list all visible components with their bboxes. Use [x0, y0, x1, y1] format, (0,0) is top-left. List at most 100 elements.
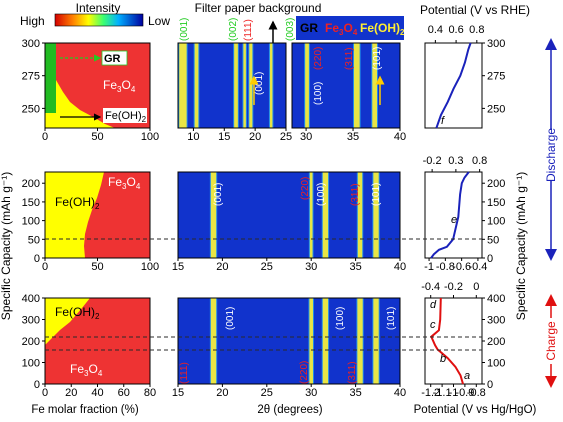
top-potential-curve-panel: f — [424, 42, 483, 129]
y-tick-label: 150 — [487, 197, 505, 209]
xrd-streak — [373, 298, 379, 384]
y-axis-label-left: Specific Capacity (mAh g⁻¹) — [0, 172, 13, 320]
x-tick-label: 0.4 — [428, 24, 443, 36]
x-tick-label: 20 — [216, 387, 228, 399]
y-tick-label: 275 — [22, 71, 40, 83]
x-tick-label: 30 — [300, 131, 312, 143]
x-tick-label: 0.3 — [448, 155, 463, 167]
y-tick-label: 250 — [22, 103, 40, 115]
x-tick-label: -0.4 — [468, 261, 487, 273]
y-tick-label: 150 — [22, 197, 40, 209]
xrd-streak — [372, 43, 377, 128]
y-tick-label: 100 — [22, 358, 40, 370]
colorbar-high-label: High — [20, 14, 45, 28]
bot-xrd-peak-111: (111) — [179, 362, 190, 384]
y-tick-label: 100 — [22, 216, 40, 228]
xrd-streak — [249, 43, 253, 128]
bot-curve-label-c: c — [430, 319, 436, 331]
top-left-gr-region — [45, 43, 56, 113]
y-tick-label: 0 — [34, 253, 40, 265]
xrd-streak — [194, 43, 199, 128]
top-xrd-peak-001-b: (001) — [254, 72, 265, 95]
x-tick-label: 10 — [187, 131, 199, 143]
x-tick-label: -1 — [424, 261, 434, 273]
y-tick-label: 200 — [22, 336, 40, 348]
x-tick-label: 100 — [141, 261, 159, 273]
charge-label: Charge — [544, 321, 558, 361]
bot-feoh2-label: Fe(OH)2 — [55, 305, 100, 321]
mid-potential-curve-panel: e — [424, 171, 483, 259]
xrd-streak — [373, 172, 379, 258]
top-gr-label: GR — [104, 53, 121, 65]
xrd-streak — [210, 298, 217, 384]
xrd-streak — [243, 43, 246, 128]
xrd-streak — [305, 43, 309, 128]
x-tick-label: 80 — [144, 387, 156, 399]
top-xrd-peak-220: (220) — [313, 47, 324, 70]
x-tick-label: 30 — [305, 261, 317, 273]
x-tick-label: 20 — [249, 131, 261, 143]
x-tick-label: -0.4 — [421, 281, 440, 293]
top-xrd-peak-311: (311) — [344, 47, 355, 70]
x-tick-label: 35 — [347, 131, 359, 143]
bot-curve-label-d: d — [430, 299, 437, 311]
xrd-streak — [357, 298, 363, 384]
bot-xrd-peak-101: (101) — [386, 307, 397, 330]
colorbar-title: Intensity — [76, 1, 121, 15]
x-tick-label: 15 — [172, 387, 184, 399]
bot-left-feoh2-region — [45, 298, 90, 345]
x-tick-label: -0.9 — [455, 387, 474, 399]
top-curve — [435, 42, 472, 129]
x-tick-label: 25 — [261, 261, 273, 273]
x-tick-label: 50 — [91, 261, 103, 273]
y-tick-label: 50 — [487, 234, 499, 246]
mid-xrd-peak-101: (101) — [371, 183, 382, 206]
x-tick-label: 50 — [91, 131, 103, 143]
xrd-streak — [269, 43, 273, 128]
x-tick-label: 25 — [280, 131, 292, 143]
bot-curve-label-b: b — [440, 353, 446, 365]
y-tick-label: 400 — [22, 293, 40, 305]
x-tick-label: 25 — [261, 387, 273, 399]
x-tick-label: 0 — [42, 387, 48, 399]
x-tick-label: 40 — [394, 261, 406, 273]
x-tick-label: -0.2 — [423, 155, 442, 167]
xrd-streak — [353, 43, 360, 128]
x-tick-label: -1 — [449, 387, 459, 399]
mid-curve-label: e — [451, 214, 457, 226]
x-tick-label: 0.8 — [472, 155, 487, 167]
y-tick-label: 100 — [487, 216, 505, 228]
y-tick-label: 0 — [487, 253, 493, 265]
y-tick-label: 400 — [487, 293, 505, 305]
bot-curve-label-a: a — [464, 370, 470, 382]
bot-xrd-peak-001: (001) — [225, 307, 236, 330]
x-tick-label: 100 — [141, 131, 159, 143]
x-tick-label: 0.8 — [469, 24, 484, 36]
top-xrd-peak-101: (101) — [372, 47, 383, 70]
x-tick-label: 35 — [349, 261, 361, 273]
x-tick-label: -0.6 — [452, 261, 471, 273]
x-tick-label: -0.8 — [467, 387, 486, 399]
xrd-streak — [309, 298, 313, 384]
x-tick-label: -1.2 — [421, 387, 440, 399]
mid-xrd-peak-311: (311) — [350, 183, 361, 206]
x-tick-label: 15 — [172, 261, 184, 273]
y-tick-label: 50 — [28, 234, 40, 246]
x-tick-label: 40 — [394, 131, 406, 143]
mid-left-phase-panel: Fe3O4 Fe(OH)2 — [44, 171, 151, 259]
bot-xrd-panel — [177, 297, 401, 385]
x-tick-label: 20 — [65, 387, 77, 399]
top-xrd-peak-001-a: (001) — [179, 18, 190, 41]
bot-xrd-peak-220: (220) — [299, 361, 310, 384]
x-tick-label: -1.1 — [433, 387, 452, 399]
y-tick-label: 275 — [487, 71, 505, 83]
colorbar — [54, 13, 144, 27]
y-tick-label: 300 — [487, 315, 505, 327]
x-tick-label: 40 — [394, 387, 406, 399]
x-tick-label: -0.2 — [444, 281, 463, 293]
filter-paper-label: Filter paper background — [195, 1, 322, 15]
top-feoh2-label: Fe(OH)2 — [105, 110, 147, 124]
mid-xrd-panel — [177, 171, 401, 259]
x-tick-label: 0 — [42, 131, 48, 143]
x-axis-label-2theta: 2θ (degrees) — [257, 404, 322, 416]
